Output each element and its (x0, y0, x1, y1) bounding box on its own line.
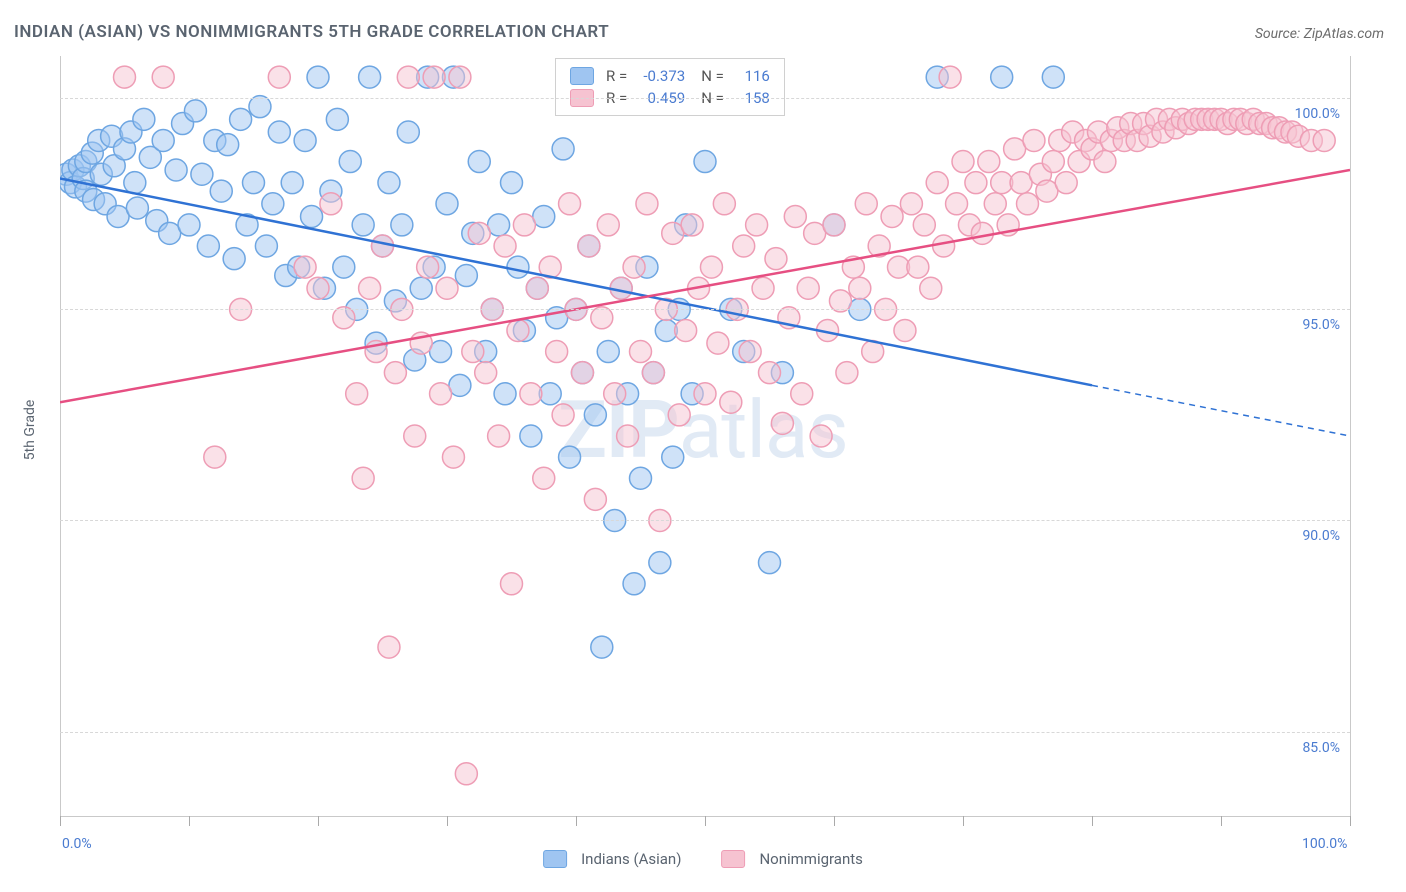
legend-r-value: -0.373 (633, 65, 685, 87)
x-tick-mark (705, 816, 706, 826)
correlation-legend: R = -0.373 N = 116 R = 0.459 N = 158 (555, 58, 785, 116)
y-tick-label: 90.0% (1260, 528, 1340, 544)
series-legend: Indians (Asian) Nonimmigrants (543, 850, 863, 868)
chart-container: INDIAN (ASIAN) VS NONIMMIGRANTS 5TH GRAD… (0, 0, 1406, 892)
x-tick-mark (318, 816, 319, 826)
source-label: Source: ZipAtlas.com (1255, 26, 1384, 42)
x-tick-label: 0.0% (62, 836, 92, 852)
legend-n-label: N = (701, 65, 724, 87)
x-tick-mark (189, 816, 190, 826)
plot-area (60, 56, 1351, 817)
series-legend-item: Nonimmigrants (721, 850, 862, 868)
series-legend-label: Indians (Asian) (581, 850, 681, 868)
y-axis-label: 5th Grade (22, 400, 38, 461)
x-tick-mark (1221, 816, 1222, 826)
gridline (60, 98, 1350, 99)
x-tick-mark (834, 816, 835, 826)
x-tick-mark (963, 816, 964, 826)
x-tick-mark (576, 816, 577, 826)
x-tick-mark (1350, 816, 1351, 826)
legend-r-label: R = (606, 65, 627, 87)
plot-right-border (1350, 56, 1351, 816)
x-tick-label: 100.0% (1302, 836, 1347, 852)
chart-title: INDIAN (ASIAN) VS NONIMMIGRANTS 5TH GRAD… (14, 22, 609, 42)
y-tick-label: 100.0% (1260, 106, 1340, 122)
legend-swatch (570, 67, 594, 85)
x-tick-mark (447, 816, 448, 826)
series-legend-label: Nonimmigrants (759, 850, 862, 868)
y-tick-label: 95.0% (1260, 317, 1340, 333)
y-tick-label: 85.0% (1260, 740, 1340, 756)
gridline (60, 520, 1350, 521)
legend-swatch (721, 850, 745, 868)
x-tick-mark (1092, 816, 1093, 826)
gridline (60, 309, 1350, 310)
legend-swatch (543, 850, 567, 868)
legend-row: R = -0.373 N = 116 (570, 65, 770, 87)
gridline (60, 732, 1350, 733)
legend-n-value: 116 (730, 65, 770, 87)
x-tick-mark (60, 816, 61, 826)
series-legend-item: Indians (Asian) (543, 850, 681, 868)
